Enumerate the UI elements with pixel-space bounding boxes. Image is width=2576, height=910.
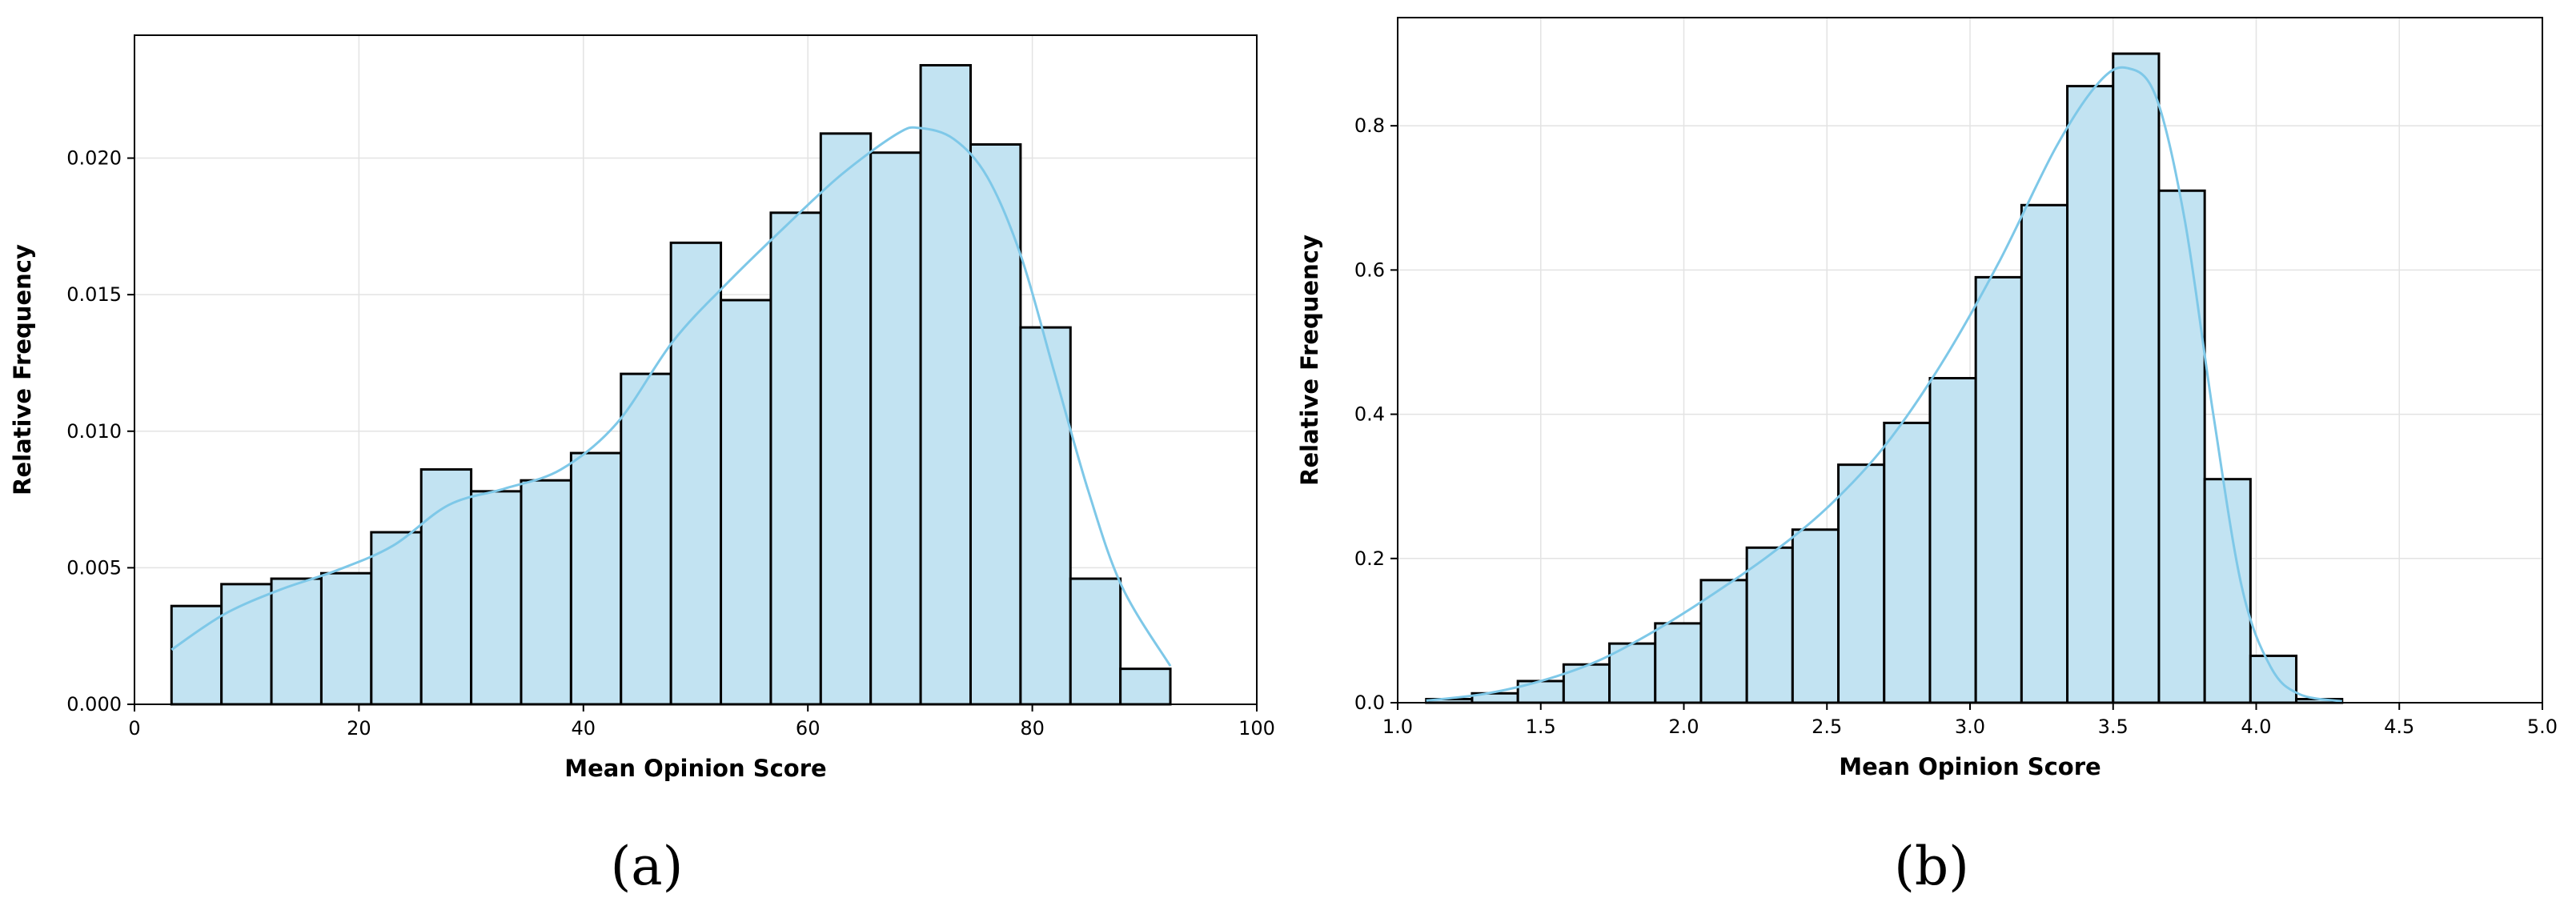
x-axis-title: Mean Opinion Score — [564, 755, 826, 782]
histogram-bar — [1837, 463, 1886, 704]
histogram-bar — [669, 241, 723, 706]
histogram-bar — [1928, 377, 1977, 704]
x-tick-label: 2.5 — [1812, 716, 1842, 738]
x-tick-label: 1.0 — [1382, 716, 1413, 738]
histogram-bar — [2112, 52, 2161, 704]
histogram-bar — [370, 531, 423, 706]
y-axis-title: Relative Frequency — [1296, 235, 1323, 486]
histogram-bar — [869, 151, 922, 706]
x-axis-title: Mean Opinion Score — [1839, 753, 2101, 780]
histogram-bar — [720, 299, 772, 706]
y-tick-label: 0.6 — [1354, 259, 1385, 281]
kde-curve — [171, 126, 1172, 667]
histogram-bar — [2157, 189, 2206, 704]
histogram-bar — [170, 604, 223, 706]
x-tick-label: 1.5 — [1526, 716, 1556, 738]
x-tick-label: 80 — [1020, 717, 1045, 740]
x-tick-label: 60 — [796, 717, 821, 740]
panel-label: (a) — [611, 836, 684, 897]
histogram-bar — [1791, 528, 1840, 704]
y-tick-label: 0.8 — [1354, 114, 1385, 137]
histogram-bar — [1019, 326, 1072, 706]
histogram-bar — [2020, 203, 2069, 704]
histogram-bar — [1119, 667, 1172, 706]
histogram-bar — [419, 468, 473, 706]
histogram-bar — [819, 132, 873, 706]
panel-b-histogram: 1.0 1.5 2.0 2.5 3.0 3.5 4.0 4.5 5.0 0.0 0.2 0.4 0.6 0… — [1296, 17, 2558, 897]
x-tick-label: 2.0 — [1668, 716, 1699, 738]
histogram-bar — [2066, 85, 2115, 704]
histogram-bar — [270, 577, 323, 706]
histogram-bar — [569, 451, 623, 706]
plot-frame — [134, 34, 1258, 705]
y-tick-label: 0.020 — [66, 147, 122, 170]
kde-curve — [1426, 66, 2342, 703]
x-tick-label: 4.5 — [2384, 716, 2414, 738]
histogram-bar — [620, 372, 672, 706]
x-tick-label: 40 — [572, 717, 596, 740]
y-tick-label: 0.015 — [66, 283, 122, 306]
histogram-bar — [1745, 546, 1794, 704]
y-tick-label: 0.2 — [1354, 547, 1385, 570]
histogram-bar — [2249, 654, 2298, 704]
histogram-bar — [520, 479, 572, 706]
x-tick-label: 4.0 — [2241, 716, 2271, 738]
histogram-bar — [969, 142, 1022, 706]
panel-a-histogram: 0 20 40 60 80 100 0.000 0.005 0.010 0.015 0.020 Mea… — [9, 34, 1275, 897]
histogram-bar — [319, 571, 373, 706]
x-tick-label: 3.0 — [1955, 716, 1985, 738]
x-tick-label: 3.5 — [2098, 716, 2129, 738]
y-axis-title: Relative Frequency — [9, 244, 36, 495]
y-tick-label: 0.000 — [66, 693, 122, 716]
x-tick-label: 5.0 — [2527, 716, 2558, 738]
x-tick-label: 100 — [1238, 717, 1275, 740]
y-tick-label: 0.010 — [66, 420, 122, 443]
histogram-bar — [919, 64, 972, 706]
histogram-bar — [470, 490, 523, 706]
x-tick-label: 0 — [128, 717, 140, 740]
x-tick-label: 20 — [347, 717, 371, 740]
histogram-bar — [1069, 577, 1122, 706]
y-tick-label: 0.4 — [1354, 403, 1385, 426]
y-tick-label: 0.0 — [1354, 692, 1385, 714]
panel-label: (b) — [1894, 836, 1969, 897]
y-tick-label: 0.005 — [66, 556, 122, 579]
histogram-bar — [1654, 622, 1703, 704]
histogram-bar — [1562, 663, 1611, 704]
histogram-bar — [769, 211, 822, 706]
histogram-bar — [1883, 421, 1932, 704]
histogram-bar — [1974, 275, 2023, 704]
